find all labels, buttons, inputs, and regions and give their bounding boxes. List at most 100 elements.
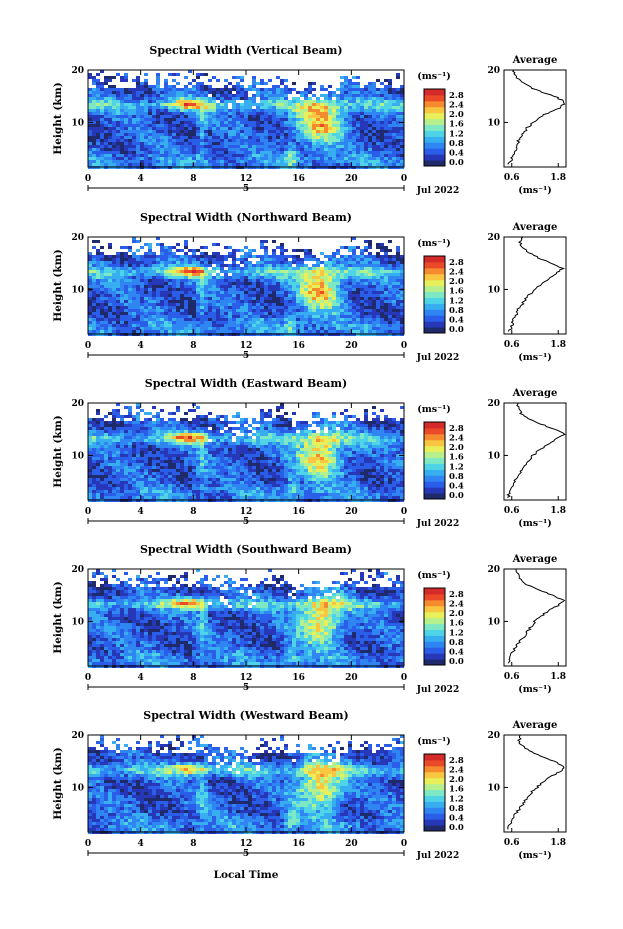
- heatmap-cell: [400, 136, 404, 139]
- heatmap-cell: [140, 157, 144, 160]
- heatmap-cell: [156, 88, 160, 91]
- heatmap-cell: [260, 300, 264, 303]
- heatmap-cell: [212, 300, 216, 303]
- heatmap-cell: [260, 285, 264, 288]
- heatmap-cell: [112, 427, 116, 430]
- heatmap-cell: [124, 246, 128, 249]
- heatmap-cell: [244, 309, 248, 312]
- heatmap-cell: [160, 303, 164, 306]
- heatmap-cell: [192, 288, 196, 291]
- heatmap-cell: [396, 151, 400, 154]
- heatmap-cell: [92, 124, 96, 127]
- heatmap-cell: [340, 106, 344, 109]
- heatmap-cell: [348, 118, 352, 121]
- heatmap-cell: [372, 115, 376, 118]
- heatmap-cell: [272, 94, 276, 97]
- heatmap-cell: [360, 306, 364, 309]
- heatmap-cell: [268, 124, 272, 127]
- heatmap-cell: [136, 115, 140, 118]
- heatmap-cell: [160, 106, 164, 109]
- heatmap-cell: [352, 285, 356, 288]
- heatmap-cell: [340, 154, 344, 157]
- heatmap-cell: [216, 264, 220, 267]
- heatmap-cell: [284, 267, 288, 270]
- heatmap-cell: [388, 261, 392, 264]
- heatmap-cell: [352, 261, 356, 264]
- heatmap-cell: [224, 246, 228, 249]
- heatmap-cell: [204, 139, 208, 142]
- heatmap-cell: [196, 297, 200, 300]
- heatmap-cell: [112, 409, 116, 412]
- heatmap-cell: [396, 160, 400, 163]
- heatmap-cell: [244, 294, 248, 297]
- heatmap-cell: [304, 312, 308, 315]
- heatmap-cell: [216, 330, 220, 333]
- heatmap-cell: [380, 312, 384, 315]
- colorbar-swatch: [424, 256, 445, 263]
- heatmap-cell: [220, 148, 224, 151]
- heatmap-cell: [312, 94, 316, 97]
- heatmap-cell: [276, 139, 280, 142]
- heatmap-cell: [388, 142, 392, 145]
- heatmap-cell: [360, 427, 364, 430]
- heatmap-cell: [276, 127, 280, 130]
- heatmap-cell: [276, 330, 280, 333]
- heatmap-cell: [104, 285, 108, 288]
- heatmap-cell: [200, 282, 204, 285]
- heatmap-cell: [200, 303, 204, 306]
- heatmap-cell: [168, 294, 172, 297]
- heatmap-cell: [284, 303, 288, 306]
- heatmap-cell: [144, 130, 148, 133]
- heatmap-cell: [204, 136, 208, 139]
- y-axis-label: Height (km): [52, 249, 64, 321]
- heatmap-cell: [164, 255, 168, 258]
- heatmap-cell: [152, 303, 156, 306]
- heatmap-cell: [116, 279, 120, 282]
- heatmap-cell: [324, 118, 328, 121]
- heatmap-cell: [356, 88, 360, 91]
- heatmap-cell: [308, 315, 312, 318]
- heatmap-cell: [160, 300, 164, 303]
- heatmap-cell: [300, 112, 304, 115]
- heatmap-cell: [108, 97, 112, 100]
- heatmap-cell: [168, 270, 172, 273]
- heatmap-cell: [224, 330, 228, 333]
- heatmap-cell: [316, 118, 320, 121]
- heatmap-cell: [128, 327, 132, 330]
- heatmap-cell: [216, 130, 220, 133]
- heatmap-cell: [148, 300, 152, 303]
- heatmap-cell: [348, 97, 352, 100]
- heatmap-cell: [264, 258, 268, 261]
- heatmap-cell: [180, 288, 184, 291]
- heatmap-cell: [272, 421, 276, 424]
- heatmap-cell: [156, 145, 160, 148]
- heatmap-cell: [184, 103, 188, 106]
- heatmap-cell: [116, 124, 120, 127]
- heatmap-cell: [376, 282, 380, 285]
- day-label: 5: [243, 351, 249, 361]
- heatmap-cell: [376, 94, 380, 97]
- heatmap-cell: [116, 142, 120, 145]
- heatmap-cell: [184, 418, 188, 421]
- heatmap-cell: [172, 306, 176, 309]
- heatmap-cell: [320, 303, 324, 306]
- heatmap-cell: [156, 330, 160, 333]
- heatmap-cell: [112, 315, 116, 318]
- heatmap-cell: [368, 246, 372, 249]
- heatmap-cell: [200, 285, 204, 288]
- heatmap-cell: [332, 330, 336, 333]
- heatmap-cell: [208, 412, 212, 415]
- heatmap-cell: [396, 303, 400, 306]
- heatmap-cell: [132, 91, 136, 94]
- heatmap-cell: [388, 255, 392, 258]
- heatmap-cell: [136, 79, 140, 82]
- heatmap-cell: [344, 97, 348, 100]
- heatmap-cell: [164, 97, 168, 100]
- heatmap-cell: [336, 115, 340, 118]
- heatmap-cell: [116, 252, 120, 255]
- heatmap-cell: [132, 255, 136, 258]
- heatmap-cell: [364, 103, 368, 106]
- heatmap-cell: [108, 412, 112, 415]
- heatmap-cell: [344, 315, 348, 318]
- heatmap-cell: [292, 133, 296, 136]
